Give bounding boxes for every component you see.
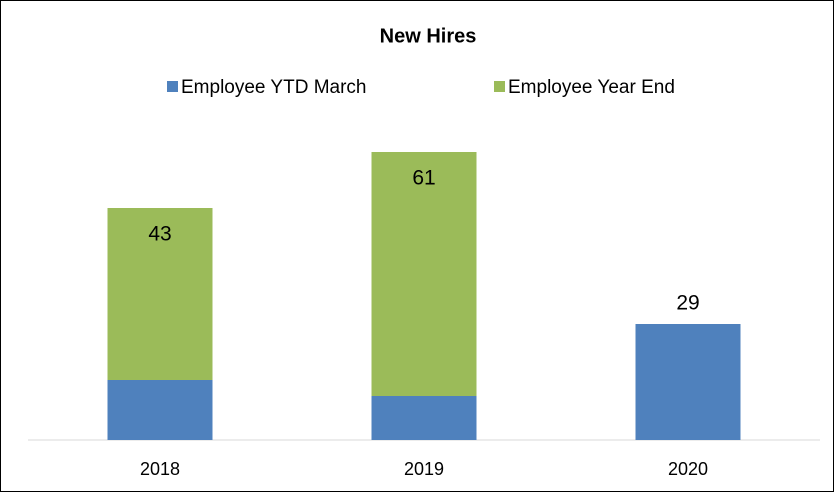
legend-label: Employee Year End	[508, 77, 675, 98]
x-tick-label: 2018	[140, 459, 180, 479]
x-tick-label: 2019	[404, 459, 444, 479]
bar-segment	[107, 380, 213, 440]
legend-swatch	[167, 81, 178, 92]
bar-segment	[371, 152, 477, 396]
data-label: 43	[148, 223, 171, 246]
bar-segment	[371, 396, 477, 440]
x-tick-label: 2020	[668, 459, 708, 479]
legend-swatch	[494, 81, 505, 92]
data-label: 29	[676, 292, 699, 315]
bar-segment	[107, 208, 213, 380]
chart-title: New Hires	[380, 25, 477, 47]
data-label: 61	[412, 167, 435, 190]
bar-segment	[635, 324, 741, 440]
legend-label: Employee YTD March	[181, 77, 367, 98]
